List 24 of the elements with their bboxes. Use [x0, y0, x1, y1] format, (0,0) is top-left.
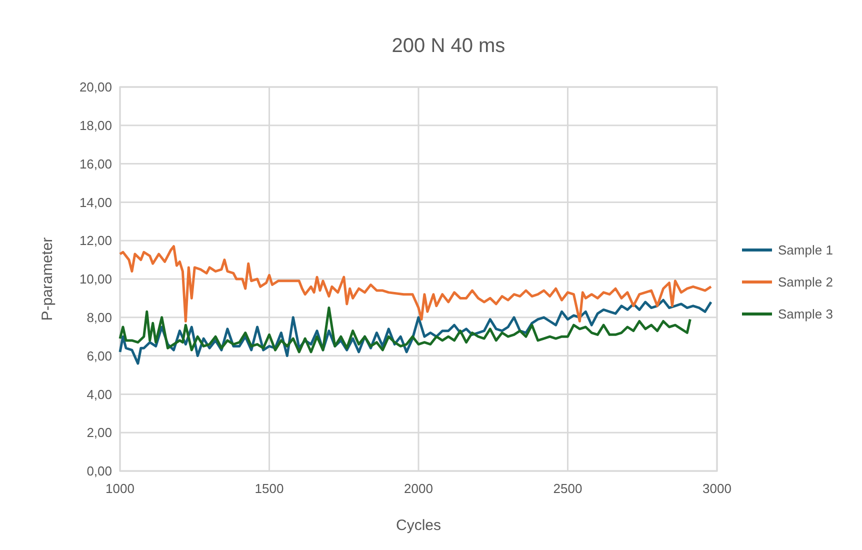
x-tick-label: 2000: [404, 481, 433, 496]
y-tick-label: 8,00: [86, 310, 112, 325]
legend-label: Sample 1: [778, 242, 833, 258]
chart-title: 200 N 40 ms: [392, 35, 506, 57]
y-tick-label: 18,00: [79, 118, 112, 133]
y-tick-label: 0,00: [86, 464, 112, 479]
y-tick-label: 16,00: [79, 156, 112, 172]
legend-label: Sample 2: [778, 274, 833, 290]
y-tick-label: 20,00: [79, 80, 112, 95]
y-tick-label: 4,00: [86, 386, 112, 402]
y-axis-title: P-parameter: [39, 237, 56, 321]
y-tick-label: 6,00: [86, 348, 112, 364]
line-series: [118, 306, 692, 354]
x-axis-title: Cycles: [396, 517, 442, 534]
x-tick-label: 1500: [254, 481, 284, 496]
line-series: [118, 245, 712, 322]
y-tick-label: 10,00: [79, 272, 112, 287]
x-tick-label: 3000: [702, 481, 732, 496]
x-tick-label: 2500: [553, 481, 582, 496]
y-tick-label: 14,00: [79, 194, 112, 210]
y-tick-label: 12,00: [79, 233, 112, 248]
x-tick-label: 1000: [106, 481, 134, 496]
legend-label: Sample 3: [778, 306, 833, 322]
y-tick-label: 2,00: [86, 425, 112, 440]
